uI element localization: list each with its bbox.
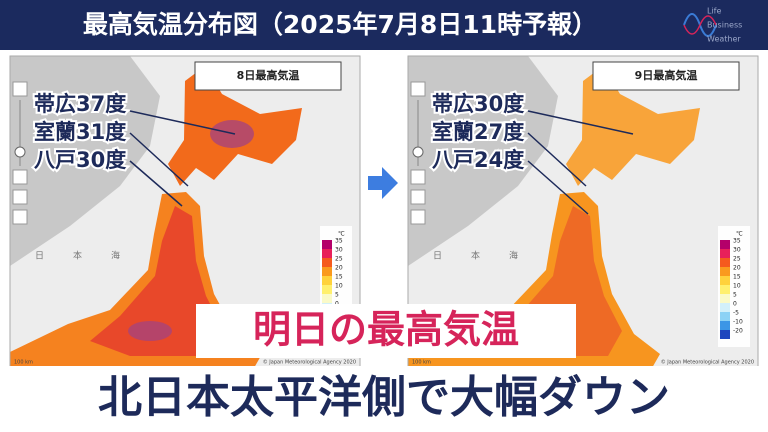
map-button <box>410 209 426 225</box>
legend-swatch <box>322 258 332 267</box>
legend-label: 15 <box>733 274 741 281</box>
leader-line <box>129 132 189 187</box>
legend-label: 30 <box>733 247 741 254</box>
hokkaido <box>566 66 700 186</box>
legend-swatch <box>720 267 730 276</box>
headline: 明日の最高気温 <box>253 308 519 352</box>
zoom-in <box>12 81 28 97</box>
legend-swatch <box>720 249 730 258</box>
zoom-out <box>410 169 426 185</box>
logo-wave <box>683 15 717 35</box>
map-button <box>12 209 28 225</box>
legend-unit: ℃ <box>338 231 345 238</box>
map-controls <box>410 81 426 225</box>
legend-label: -5 <box>733 310 739 317</box>
annotation: 帯広30度 <box>432 92 524 116</box>
legend-label: 10 <box>335 283 343 290</box>
legend-label: 5 <box>335 292 339 299</box>
legend-swatch <box>720 312 730 321</box>
legend-swatch <box>322 285 332 294</box>
landmass <box>408 56 558 266</box>
scale-bar: 100 km <box>412 360 431 366</box>
landmass <box>10 56 160 266</box>
legend-label: 20 <box>733 265 741 272</box>
legend-swatch <box>322 267 332 276</box>
zoom-in <box>410 81 426 97</box>
honshu-inner <box>90 206 224 356</box>
legend-label: 10 <box>733 283 741 290</box>
panel-label-box <box>194 61 342 91</box>
annotation: 室蘭31度 <box>34 120 126 144</box>
legend-label: 30 <box>335 247 343 254</box>
legend-label: 25 <box>335 256 343 263</box>
leader-line <box>129 110 236 135</box>
legend-swatch <box>322 276 332 285</box>
legend-swatch <box>322 240 332 249</box>
legend-label: 20 <box>335 265 343 272</box>
hot-area <box>128 321 172 341</box>
logo-text: Weather <box>707 35 741 44</box>
credit: © Japan Meteorological Agency 2020 <box>661 359 754 366</box>
logo-text: Business <box>707 21 742 30</box>
legend-label: 35 <box>733 238 741 245</box>
headline-box <box>196 304 576 358</box>
legend-label: 25 <box>733 256 741 263</box>
bottom-band <box>0 366 768 432</box>
annotation: 八戸30度 <box>34 148 126 172</box>
legend-swatch <box>322 249 332 258</box>
legend-swatch <box>720 294 730 303</box>
legend-swatch <box>720 321 730 330</box>
credit: © Japan Meteorological Agency 2020 <box>263 359 356 366</box>
legend-swatch <box>720 285 730 294</box>
legend-unit: ℃ <box>736 231 743 238</box>
zoom-handle <box>412 146 424 158</box>
legend-label: -10 <box>733 319 743 326</box>
legend-swatch <box>720 276 730 285</box>
legend-swatch <box>322 294 332 303</box>
sea-label: 海 <box>509 250 518 262</box>
sea-label: 日 <box>35 251 44 262</box>
subheadline: 北日本太平洋側で大幅ダウン <box>98 372 670 423</box>
arrow <box>368 167 398 199</box>
annotation: 八戸24度 <box>432 148 524 172</box>
leader-line <box>527 132 587 187</box>
leader-line <box>527 160 589 215</box>
zoom-handle <box>14 146 26 158</box>
map-panel: 8日最高気温日本海帯広37度室蘭31度八戸30度℃35302520151050©… <box>9 55 361 369</box>
logo-text: Life <box>707 7 721 16</box>
sea-label: 日 <box>433 251 442 262</box>
legend-swatch <box>720 330 730 339</box>
zoom-out <box>12 169 28 185</box>
title-bar <box>0 0 768 50</box>
logo: Life Business Weather <box>683 7 742 44</box>
legend-swatch <box>720 303 730 312</box>
sea-label: 本 <box>73 250 82 262</box>
sea-label: 本 <box>471 250 480 262</box>
legend-swatch <box>720 258 730 267</box>
panel-label: 9日最高気温 <box>635 68 698 82</box>
panel-label: 8日最高気温 <box>237 68 300 82</box>
annotation: 帯広37度 <box>34 92 126 116</box>
annotation: 室蘭27度 <box>432 120 524 144</box>
legend-label: 35 <box>335 238 343 245</box>
legend-label: 0 <box>733 301 737 308</box>
legend-label: 5 <box>733 292 737 299</box>
title: 最高気温分布図（2025年7月8日11時予報） <box>83 10 597 39</box>
map-controls <box>12 81 28 225</box>
legend-label: -20 <box>733 328 743 335</box>
legend-label: 15 <box>335 274 343 281</box>
panel-label-box <box>592 61 740 91</box>
legend-swatch <box>720 240 730 249</box>
map-button <box>12 189 28 205</box>
scale-bar: 100 km <box>14 360 33 366</box>
leader-line <box>129 160 183 207</box>
leader-line <box>527 110 634 135</box>
sea-label: 海 <box>111 250 120 262</box>
map-button <box>410 189 426 205</box>
